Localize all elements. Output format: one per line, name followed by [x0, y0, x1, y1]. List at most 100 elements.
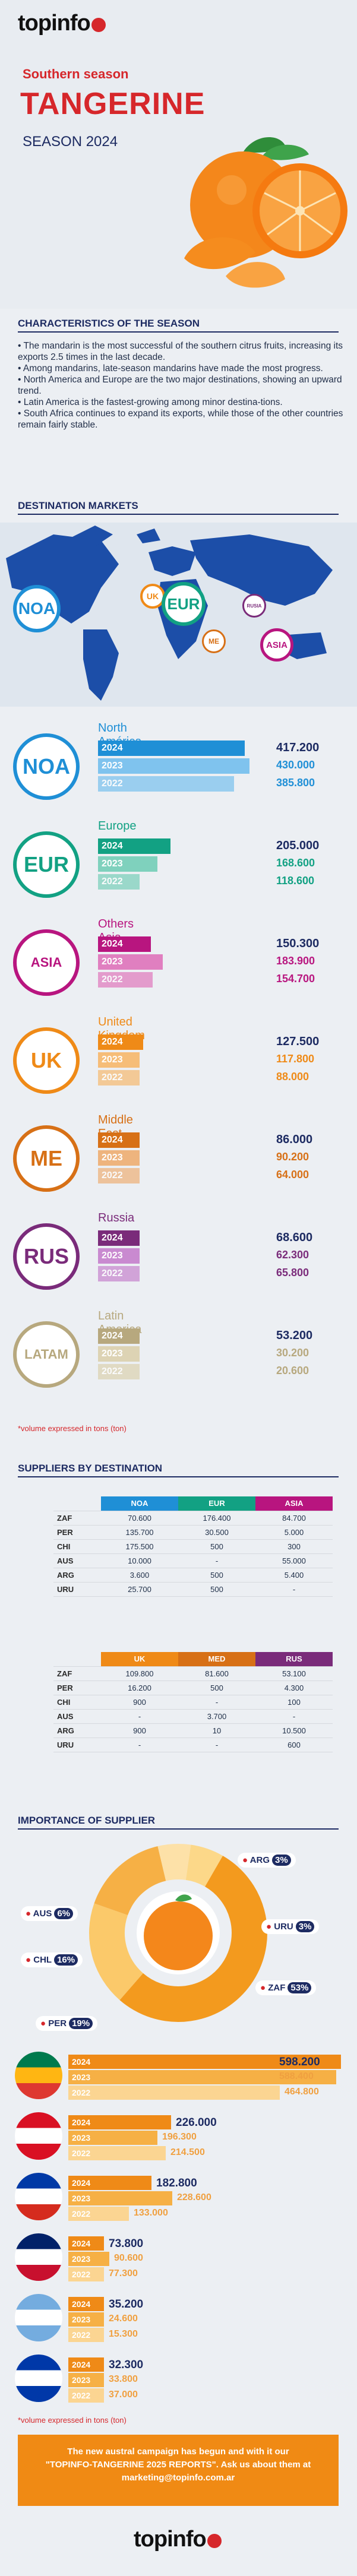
region-bar-2024: 2024 — [98, 1034, 143, 1050]
region-bar-2022: 2022 — [98, 874, 140, 890]
map-marker-noa[interactable]: NOA — [13, 585, 61, 632]
importance-label-per: ● PER 19% — [36, 2016, 98, 2031]
supplier-bar-2024: 2024 — [68, 2236, 104, 2251]
flag-icon — [15, 2294, 62, 2341]
bar-year: 2023 — [102, 859, 123, 869]
region-badge: UK — [13, 1027, 80, 1094]
map-marker-eur[interactable]: EUR — [162, 582, 206, 626]
region-bar-2023: 2023 — [98, 954, 163, 970]
table-cell: 135.700 — [101, 1525, 178, 1540]
region-bar-2022: 2022 — [98, 1168, 140, 1183]
supplier-value: 214.500 — [170, 2147, 205, 2157]
table-row: URU - -600 — [53, 1738, 333, 1752]
characteristics-heading: CHARACTERISTICS OF THE SEASON — [18, 318, 200, 329]
country-code: URU — [274, 1922, 293, 1932]
map-marker-asia[interactable]: ASIA — [260, 628, 293, 662]
region-value: 168.600 — [276, 857, 315, 869]
table-row: URU 25.700 500- — [53, 1582, 333, 1597]
table-cell: 4.300 — [255, 1681, 333, 1695]
share-pct: 16% — [54, 1954, 78, 1966]
bar-year: 2023 — [102, 1251, 123, 1261]
map-label: ASIA — [266, 640, 288, 650]
bullet-item: • Among mandarins, late-season mandarins… — [18, 363, 323, 374]
importance-label-uru: ● URU 3% — [261, 1919, 320, 1934]
table-cell: 53.100 — [255, 1666, 333, 1681]
region-badge: LATAM — [13, 1321, 80, 1388]
flag-icon — [15, 2355, 62, 2402]
column-header: EUR — [178, 1496, 255, 1511]
bar-year: 2024 — [102, 939, 123, 949]
table-cell: - — [255, 1582, 333, 1597]
flag-icon: ● — [260, 1983, 268, 1993]
map-marker-me[interactable]: ME — [202, 629, 226, 653]
bar-year: 2024 — [102, 1037, 123, 1047]
region-bar-2024: 2024 — [98, 740, 245, 756]
region-bar-2024: 2024 — [98, 1328, 140, 1344]
share-pct: 3% — [272, 1855, 291, 1866]
bar-year: 2023 — [72, 2375, 91, 2385]
bar-year: 2022 — [72, 2088, 91, 2097]
region-value: 64.000 — [276, 1169, 309, 1181]
bar-year: 2022 — [102, 779, 123, 789]
region-badge: ASIA — [13, 929, 80, 996]
table-row: AUS 10.000-55.000 — [53, 1553, 333, 1568]
footer-logo[interactable]: topinfo — [134, 2527, 222, 2552]
region-value: 183.900 — [276, 955, 315, 967]
footer-banner: The new austral campaign has begun and w… — [18, 2435, 339, 2506]
country-code: ZAF — [268, 1983, 286, 1993]
region-value: 118.600 — [276, 875, 315, 887]
map-marker-rusia[interactable]: RUSIA — [242, 594, 266, 618]
supplier-value: 588.400 — [279, 2071, 314, 2081]
row-label: ARG — [53, 1723, 101, 1738]
suppliers-table-1: NOA EUR ASIA ZAF 70.600 176.400 84.700 PER 135.7… — [53, 1496, 333, 1597]
region-value: 417.200 — [276, 741, 320, 754]
map-label: RUSIA — [247, 603, 262, 609]
region-value: 154.700 — [276, 973, 315, 985]
bar-year: 2024 — [72, 2299, 91, 2309]
region-code: NOA — [23, 754, 70, 779]
bullet-item: • North America and Europe are the two m… — [18, 375, 342, 396]
table-cell: 10.500 — [255, 1723, 333, 1738]
region-code: ME — [30, 1146, 62, 1170]
importance-label-zaf: ● ZAF 53% — [255, 1980, 317, 1995]
region-value: 430.000 — [276, 759, 315, 771]
table-cell: 10.000 — [101, 1553, 178, 1568]
bar-year: 2023 — [102, 1349, 123, 1359]
region-bar-2022: 2022 — [98, 972, 153, 988]
table-cell: 109.800 — [101, 1666, 178, 1681]
flag-icon: ● — [242, 1855, 250, 1865]
region-value: 62.300 — [276, 1249, 309, 1261]
column-header: ASIA — [255, 1496, 333, 1511]
tangerine-illustration — [184, 137, 347, 288]
supplier-bar-2022: 2022 — [68, 2388, 104, 2403]
importance-label-chl: ● CHL 16% — [21, 1952, 83, 1967]
footer-email-link[interactable]: marketing@topinfo.com.ar — [121, 2473, 235, 2483]
table-cell: 500 — [178, 1539, 255, 1554]
hero-title: TANGERINE — [20, 87, 206, 121]
table-cell: 900 — [101, 1723, 178, 1738]
region-code: RUS — [23, 1244, 69, 1268]
map-label: UK — [146, 591, 159, 601]
flag-icon — [15, 2233, 62, 2281]
supplier-value: 77.300 — [109, 2268, 138, 2278]
flag-icon: ● — [266, 1922, 274, 1932]
hero-kicker: Southern season — [23, 67, 129, 81]
supplier-bar-2024: 2024 — [68, 2055, 341, 2069]
region-bar-2023: 2023 — [98, 758, 249, 774]
characteristics-list: • The mandarin is the most successful of… — [18, 340, 350, 431]
importance-heading: IMPORTANCE OF SUPPLIER — [18, 1815, 156, 1826]
column-header: UK — [101, 1652, 178, 1667]
top-logo[interactable]: topinfo — [18, 11, 106, 36]
supplier-bar-2022: 2022 — [68, 2328, 104, 2342]
corner-cell — [53, 1652, 101, 1667]
divider — [18, 1476, 339, 1477]
bar-year: 2022 — [102, 876, 123, 887]
supplier-bar-2023: 2023 — [68, 2191, 172, 2205]
hero-subtitle: SEASON 2024 — [23, 134, 118, 150]
table-cell: 600 — [255, 1738, 333, 1752]
logo-orange-icon — [91, 18, 106, 32]
supplier-value: 182.800 — [156, 2177, 197, 2189]
region-bar-2022: 2022 — [98, 1364, 140, 1379]
supplier-bar-2024: 2024 — [68, 2115, 171, 2129]
table-row: ARG 3.600 500 5.400 — [53, 1568, 333, 1583]
